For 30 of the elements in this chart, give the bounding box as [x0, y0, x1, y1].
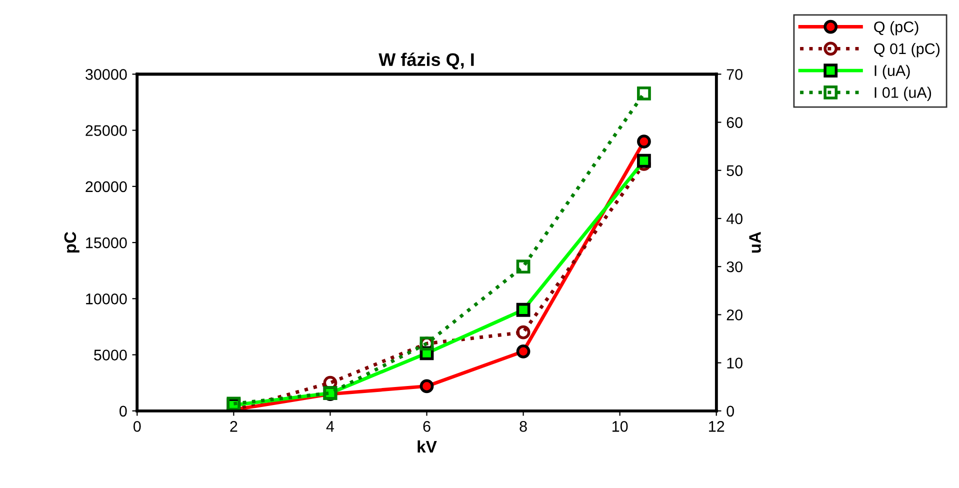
- y2-tick-label: 10: [727, 358, 742, 368]
- x-tick-label: 10: [612, 421, 628, 432]
- y-tick-label: 30000: [86, 69, 127, 80]
- x-tick-label: 4: [326, 421, 334, 432]
- legend-label: I 01 (uA): [874, 86, 932, 101]
- legend-label: I (uA): [874, 64, 910, 80]
- chart-title: W fázis Q, I: [378, 52, 474, 70]
- y2-axis-title: uA: [749, 232, 761, 253]
- y-tick-label: 10000: [86, 294, 127, 304]
- x-tick-label: 8: [520, 421, 527, 432]
- y-tick-label: 5000: [94, 350, 127, 360]
- y2-tick-label: 60: [726, 117, 742, 128]
- y-axis-title: pC: [64, 232, 80, 253]
- y-tick-label: 25000: [86, 125, 127, 136]
- y2-tick-label: 50: [726, 165, 742, 176]
- y2-tick-label: 30: [726, 261, 742, 272]
- y2-tick-label: 20: [726, 310, 742, 320]
- y2-tick-label: 40: [726, 213, 742, 224]
- x-axis-title: kV: [418, 440, 437, 452]
- y2-tick-label: 70: [726, 69, 742, 80]
- x-tick-label: 12: [709, 421, 724, 432]
- y-tick-label: 15000: [86, 237, 127, 248]
- x-tick-label: 2: [230, 421, 238, 432]
- legend-label: Q 01 (pC): [874, 42, 940, 58]
- y-tick-label: 20000: [86, 181, 127, 192]
- legend-label: Q (pC): [874, 21, 918, 36]
- x-tick-label: 6: [423, 421, 430, 432]
- y2-tick-label: 0: [726, 406, 734, 417]
- x-tick-label: 0: [133, 421, 141, 432]
- y-tick-label: 0: [120, 406, 127, 417]
